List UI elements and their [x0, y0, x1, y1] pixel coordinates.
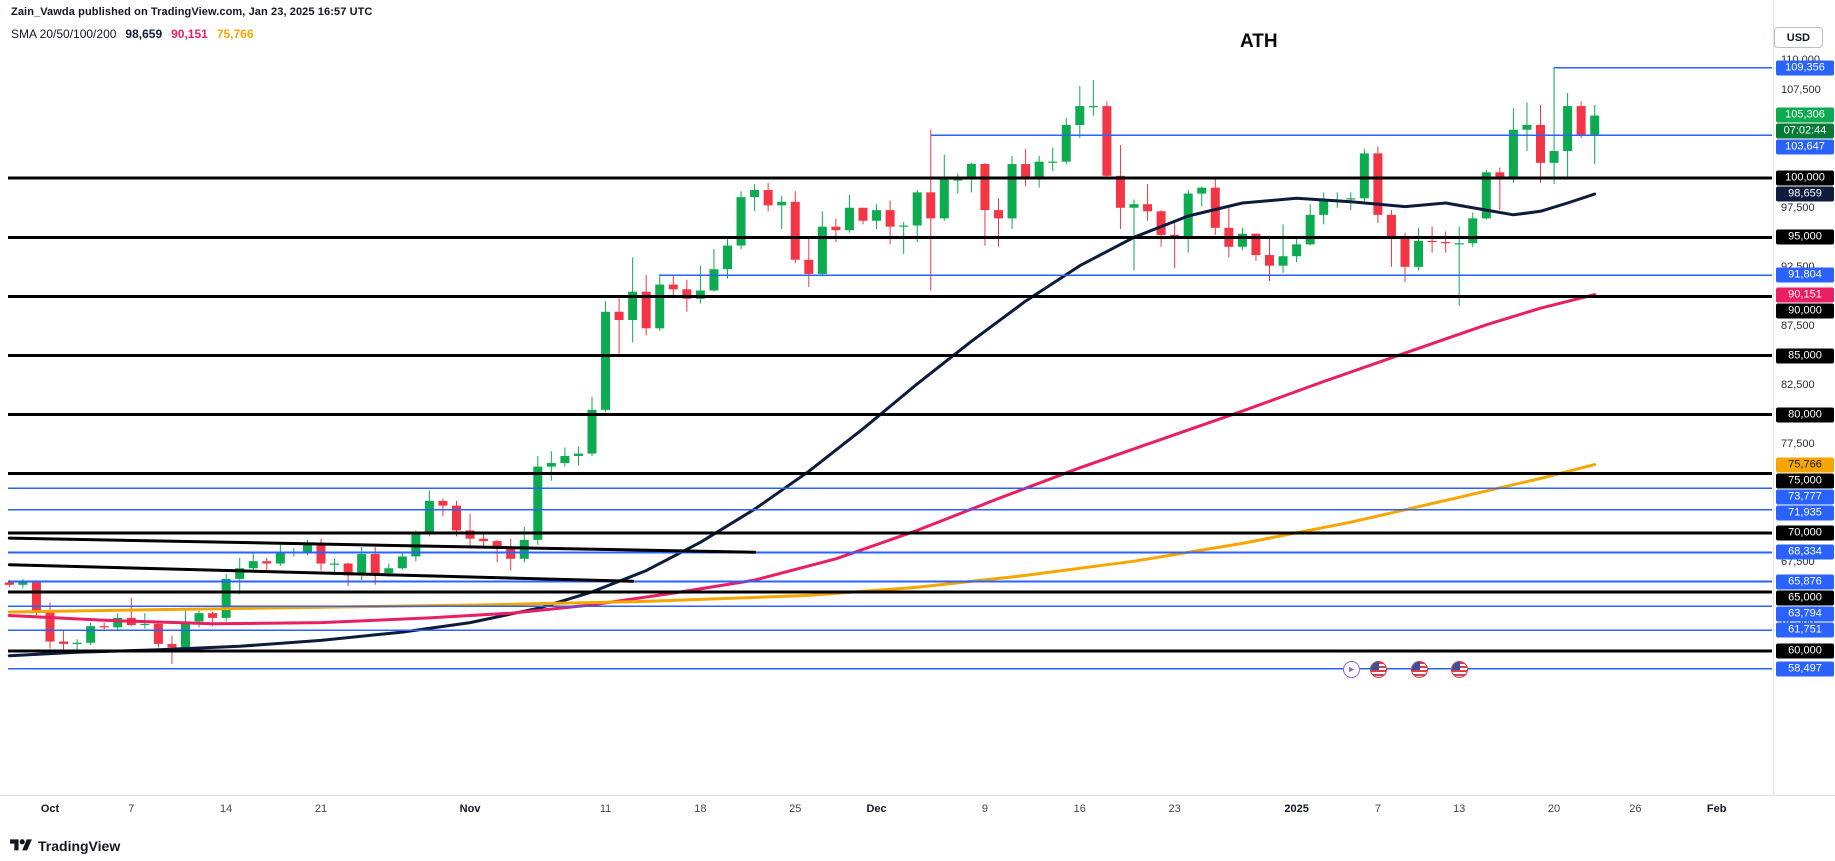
tradingview-footer[interactable]: TradingView [10, 837, 120, 854]
sma-lines[interactable] [7, 192, 1597, 658]
tradingview-logo [10, 839, 32, 851]
price-badge-black: 60,000 [1776, 643, 1834, 659]
price-badge-blue: 103,647 [1776, 139, 1834, 155]
sma-value-pink: 90,151 [171, 27, 208, 41]
price-badge-blue: 73,777 [1776, 489, 1834, 505]
x-axis-label: Oct [40, 803, 60, 815]
ath-annotation[interactable]: ATH [1240, 31, 1278, 52]
price-badge-blue: 91,804 [1776, 267, 1834, 283]
price-badge-blue: 109,356 [1776, 60, 1834, 76]
horizontal-levels-black[interactable] [8, 176, 1772, 653]
x-axis-label: 26 [1629, 803, 1642, 815]
x-axis-label: 23 [1168, 803, 1181, 815]
price-badge-pink: 90,151 [1776, 287, 1834, 303]
trendlines[interactable] [7, 536, 757, 583]
x-axis-label: 18 [694, 803, 707, 815]
x-axis-label: 25 [789, 803, 802, 815]
price-badge-black: 95,000 [1776, 229, 1834, 245]
price-badge-blue: 58,497 [1776, 661, 1834, 677]
price-badge-current: 105,306 [1776, 107, 1834, 123]
price-badge-countdown: 07:02:44 [1776, 123, 1834, 139]
x-axis-label: 13 [1453, 803, 1466, 815]
sma-value-orange: 75,766 [216, 27, 254, 41]
x-axis-label: 7 [128, 803, 135, 815]
price-badge-black: 80,000 [1776, 407, 1834, 423]
time-axis[interactable]: Oct 7 14 21 Nov 11 18 25 Dec 9 16 23 2025 7 13 20 26 Feb [0, 795, 1835, 823]
price-badge-navy: 98,659 [1776, 186, 1834, 202]
x-axis-label: Dec [866, 803, 887, 815]
price-badge-blue: 61,751 [1776, 622, 1834, 638]
price-badge-black: 75,000 [1776, 473, 1834, 489]
chart-canvas[interactable] [0, 0, 1772, 795]
price-badge-black: 70,000 [1776, 525, 1834, 541]
price-badge-black: 100,000 [1776, 170, 1834, 186]
y-axis-label: 87,500 [1781, 319, 1815, 332]
price-badge-blue: 65,876 [1776, 574, 1834, 590]
price-badge-orange: 75,766 [1776, 457, 1834, 473]
x-axis-label: Feb [1706, 803, 1727, 815]
price-badge-black: 90,000 [1776, 303, 1834, 319]
us-flag-event-marker[interactable] [1369, 660, 1387, 678]
y-axis-label: 77,500 [1781, 438, 1815, 451]
indicator-legend: SMA 20/50/100/200 98,659 90,151 75,766 [11, 27, 254, 41]
x-axis-label: 14 [220, 803, 233, 815]
x-axis-label: 2025 [1284, 803, 1309, 815]
horizontal-levels-blue[interactable] [8, 66, 1772, 670]
us-flag-event-marker[interactable] [1410, 660, 1428, 678]
sma-value-navy: 98,659 [125, 27, 163, 41]
sma-navy-line[interactable] [7, 192, 1597, 658]
us-flag-event-marker[interactable] [1451, 660, 1469, 678]
price-badge-black: 85,000 [1776, 348, 1834, 363]
attribution-text: Zain_Vawda published on TradingView.com,… [11, 6, 373, 18]
sma-orange-line[interactable] [7, 463, 1597, 614]
sma-pink-line[interactable] [7, 293, 1597, 626]
y-axis-label: 82,500 [1781, 379, 1815, 392]
arrow-event-marker[interactable] [1342, 660, 1360, 678]
x-axis-label: 20 [1547, 803, 1561, 815]
candlesticks [4, 67, 1600, 665]
x-axis-label: 11 [599, 803, 612, 815]
x-axis-label: 21 [314, 803, 328, 815]
sma-legend-label: SMA 20/50/100/200 [11, 27, 117, 41]
x-axis-label: 7 [1374, 803, 1381, 815]
brand-name: TradingView [38, 837, 121, 854]
y-axis-label: 97,500 [1781, 201, 1815, 214]
price-badge-blue: 68,334 [1776, 544, 1834, 560]
price-badge-blue: 63,794 [1776, 606, 1834, 622]
x-axis-label: 9 [981, 803, 988, 815]
x-axis-label: Nov [459, 803, 481, 815]
price-axis[interactable]: 110,000107,50097,50092,50087,50082,50077… [1773, 0, 1835, 795]
x-axis-label: 16 [1073, 803, 1086, 815]
currency-toggle-button[interactable]: USD [1773, 27, 1823, 48]
price-badge-black: 65,000 [1776, 590, 1834, 606]
y-axis-label: 107,500 [1781, 83, 1821, 96]
price-badge-blue: 71,935 [1776, 505, 1834, 521]
